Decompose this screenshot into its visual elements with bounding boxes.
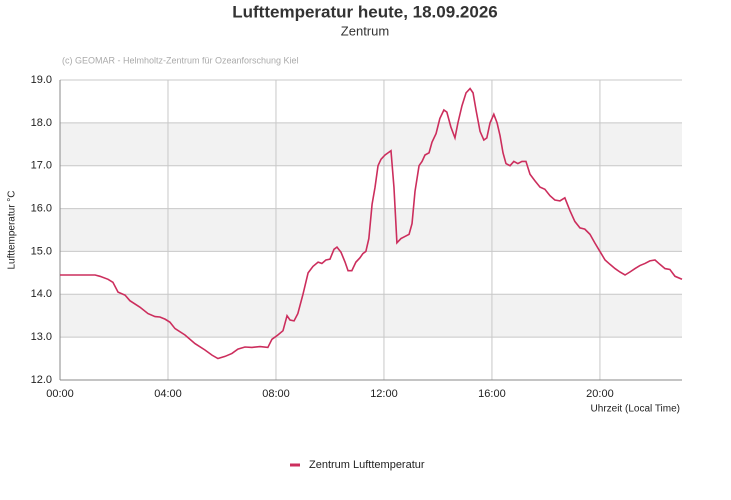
y-tick-label: 18.0 [31, 117, 52, 129]
y-tick-label: 17.0 [31, 160, 52, 172]
x-tick-label: 00:00 [46, 388, 74, 400]
y-tick-label: 14.0 [31, 288, 52, 300]
y-tick-label: 12.0 [31, 374, 52, 386]
credit: (c) GEOMAR - Helmholtz-Zentrum für Ozean… [62, 55, 299, 65]
x-axis-label: Uhrzeit (Local Time) [591, 404, 680, 415]
y-axis-label: Lufttemperatur °C [7, 190, 18, 269]
x-tick-label: 08:00 [262, 388, 290, 400]
y-tick-label: 19.0 [31, 74, 52, 86]
data-line [60, 87, 683, 360]
chart-title: Lufttemperatur heute, 18.09.2026 [232, 2, 497, 21]
grid-band [60, 294, 682, 338]
grid-band [60, 122, 682, 166]
y-tick-label: 13.0 [31, 331, 52, 343]
x-tick-label: 04:00 [154, 388, 182, 400]
y-tick-label: 15.0 [31, 245, 52, 257]
y-tick-label: 16.0 [31, 202, 52, 214]
legend-label: Zentrum Lufttemperatur [309, 459, 425, 471]
chart-subtitle: Zentrum [341, 23, 389, 38]
x-tick-label: 12:00 [370, 388, 398, 400]
x-tick-label: 16:00 [478, 388, 506, 400]
x-tick-label: 20:00 [586, 388, 614, 400]
